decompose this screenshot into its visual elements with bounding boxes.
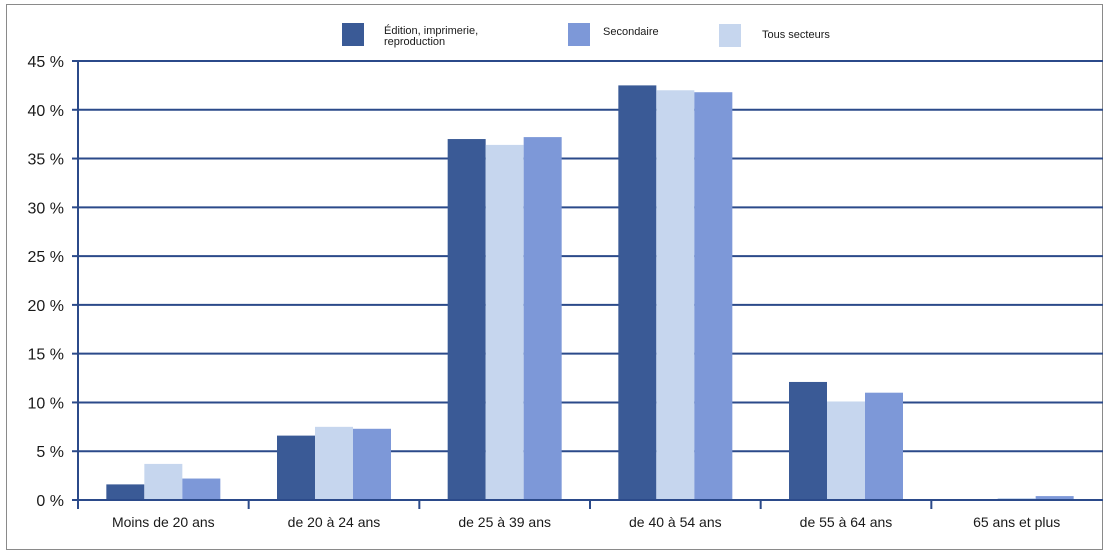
bar [656,90,695,501]
y-tick-label: 20 % [28,298,64,315]
y-tick-label: 10 % [28,395,64,412]
bar [315,426,353,500]
bar [523,137,562,501]
y-tick-label: 40 % [28,103,64,120]
bar [353,428,391,500]
x-tick-label: 65 ans et plus [973,514,1060,530]
x-tick-label: de 25 à 39 ans [458,514,551,530]
bar [182,478,221,500]
bar [1035,496,1074,500]
bar [618,85,657,500]
legend-label-tous-secteurs: Tous secteurs [762,29,830,41]
y-tick-label: 15 % [28,347,64,364]
bar [865,392,903,500]
y-tick-label: 35 % [28,152,64,169]
y-tick-label: 25 % [28,249,64,266]
legend-swatch-edition [342,23,364,46]
x-tick-label: Moins de 20 ans [112,514,215,530]
x-tick-label: de 20 à 24 ans [288,514,381,530]
bar [789,381,827,500]
legend-label-edition: Édition, imprimerie, reproduction [384,25,479,48]
bar [277,435,315,500]
bar [827,401,865,500]
legend-swatch-secondaire [568,23,590,46]
bar [485,144,524,501]
y-tick-label: 30 % [28,200,64,217]
y-tick-label: 45 % [28,54,64,71]
legend-swatch-tous-secteurs [719,24,741,47]
bar [694,92,733,501]
bar [106,484,145,500]
y-tick-label: 5 % [36,444,64,461]
y-tick-label: 0 % [36,493,64,510]
bar [144,463,183,500]
bar [447,139,486,501]
legend-label-secondaire: Secondaire [603,26,659,38]
x-tick-label: de 55 à 64 ans [800,514,893,530]
x-tick-label: de 40 à 54 ans [629,514,722,530]
